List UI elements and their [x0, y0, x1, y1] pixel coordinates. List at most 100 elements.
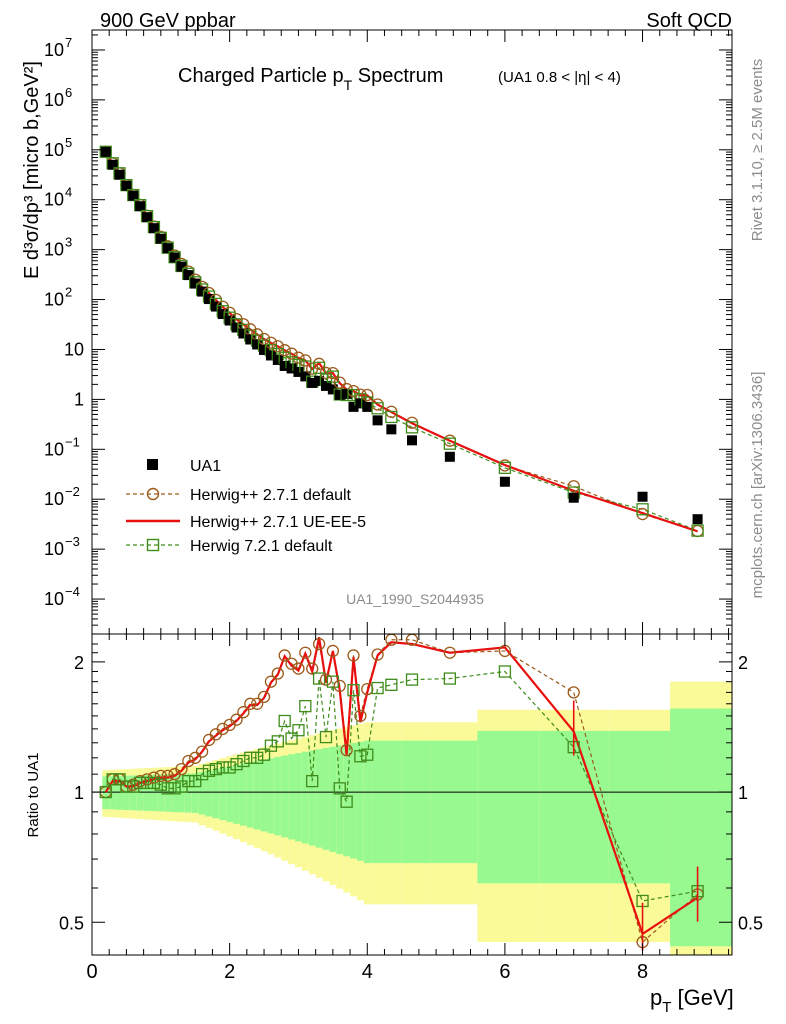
y-tick-label: 10	[44, 240, 64, 260]
legend-label-ua1: UA1	[190, 458, 221, 475]
ratio-point-h271	[189, 751, 202, 764]
main-point-h721	[161, 241, 174, 254]
ratio-point-h271	[361, 682, 374, 696]
ratio-point-h271	[443, 646, 456, 659]
main-point-h271	[271, 340, 284, 353]
ratio-tick-label-right: 1	[738, 783, 748, 803]
ratio-point-h271	[371, 648, 384, 661]
main-point-h271	[285, 347, 298, 360]
ratio-frame	[91, 633, 733, 956]
main-point-ua1	[128, 190, 139, 201]
chart-title-cut: (UA1 0.8 < |η| < 4)	[498, 69, 621, 86]
x-tick-label: 8	[637, 961, 648, 983]
ratio-point-h721	[113, 773, 126, 786]
ratio-point-h271	[182, 754, 195, 768]
ratio-point-h271	[340, 744, 353, 757]
mcplots-label: mcplots.cern.ch [arXiv:1306.3436]	[749, 372, 766, 599]
band-green	[295, 753, 302, 842]
ratio-point-h721	[223, 761, 236, 774]
main-point-ua1	[355, 398, 366, 409]
ratio-point-h271	[333, 679, 346, 693]
x-axis-label: pT [GeV]	[650, 985, 734, 1016]
main-point-ua1	[176, 261, 187, 272]
band-green	[253, 760, 261, 830]
ratio-point-h721	[292, 724, 305, 737]
main-point-ua1	[245, 334, 256, 345]
band-green	[157, 774, 165, 812]
xlabel-sub: T	[662, 999, 671, 1016]
main-point-ua1	[183, 270, 194, 281]
main-point-ua1	[224, 315, 235, 326]
band-green	[336, 745, 344, 855]
main-point-h271	[319, 366, 333, 380]
ratio-point-h721	[147, 776, 161, 790]
ratio-line-h721	[105, 670, 698, 902]
main-point-ua1	[637, 491, 648, 502]
band-green	[143, 774, 151, 811]
main-point-ua1	[190, 278, 201, 289]
main-point-ua1	[568, 492, 579, 503]
y-tick-exponent: 4	[65, 185, 72, 200]
ratio-y-axis-label: Ratio to UA1	[25, 752, 42, 837]
ratio-point-h721	[371, 681, 384, 695]
main-point-h721	[405, 421, 419, 434]
band-green	[219, 767, 227, 821]
band-green	[260, 759, 268, 832]
main-point-ua1	[135, 201, 146, 212]
band-green	[477, 730, 540, 884]
y-tick-label: 10	[44, 190, 64, 210]
y-tick-exponent: −3	[65, 534, 80, 549]
title-rest: Spectrum	[352, 65, 443, 87]
band-green	[150, 774, 158, 812]
band-green	[343, 744, 351, 857]
y-tick-label: 10	[44, 40, 64, 60]
main-point-h271	[299, 354, 312, 367]
ratio-point-h721	[340, 795, 353, 808]
band-green	[239, 763, 247, 826]
band-green	[212, 769, 220, 819]
band-green	[430, 740, 478, 864]
main-point-h721	[168, 251, 181, 264]
legend-label-ueee5: Herwig++ 2.7.1 UE-EE-5	[190, 514, 366, 531]
main-point-ua1	[327, 384, 338, 395]
ratio-tick-label-right: 0.5	[738, 913, 763, 933]
main-point-h721	[347, 388, 360, 402]
y-tick-label: 10	[44, 489, 64, 509]
main-point-ua1	[231, 322, 242, 333]
main-point-ua1	[279, 360, 290, 371]
band-green	[226, 766, 234, 822]
main-point-ua1	[203, 294, 214, 305]
ratio-point-h271	[278, 649, 291, 662]
main-point-h721	[99, 145, 112, 158]
ratio-point-h721	[299, 700, 312, 713]
ratio-point-h721	[161, 782, 174, 795]
ratio-point-h271	[202, 733, 216, 747]
header-right: Soft QCD	[646, 10, 732, 32]
rivet-label: Rivet 3.1.10, ≥ 2.5M events	[749, 59, 766, 242]
legend-label-h271: Herwig++ 2.7.1 default	[190, 487, 352, 504]
y-tick-exponent: −1	[65, 434, 80, 449]
main-point-h271	[292, 351, 305, 364]
reference-label: UA1_1990_S2044935	[346, 591, 484, 607]
ratio-point-h721	[278, 714, 291, 728]
ratio-point-h721	[347, 684, 360, 697]
band-green	[267, 758, 275, 834]
ratio-point-h721	[385, 678, 398, 691]
ratio-point-h271	[292, 662, 305, 675]
band-green	[363, 740, 373, 864]
ratio-point-h271	[299, 646, 312, 659]
ratio-point-h271	[216, 722, 229, 736]
ratio-point-h271	[264, 675, 278, 688]
ratio-point-h271	[175, 762, 188, 776]
main-point-ua1	[444, 451, 455, 462]
ratio-point-h271	[251, 697, 264, 710]
band-green	[205, 770, 213, 817]
ratio-point-h721	[230, 758, 243, 771]
ratio-point-h721	[134, 776, 147, 790]
ratio-point-h271	[347, 649, 360, 662]
main-point-ua1	[162, 243, 173, 254]
main-point-h271	[333, 376, 346, 389]
ratio-point-h271	[244, 697, 257, 710]
main-point-ua1	[372, 415, 383, 426]
main-point-ua1	[341, 388, 352, 399]
